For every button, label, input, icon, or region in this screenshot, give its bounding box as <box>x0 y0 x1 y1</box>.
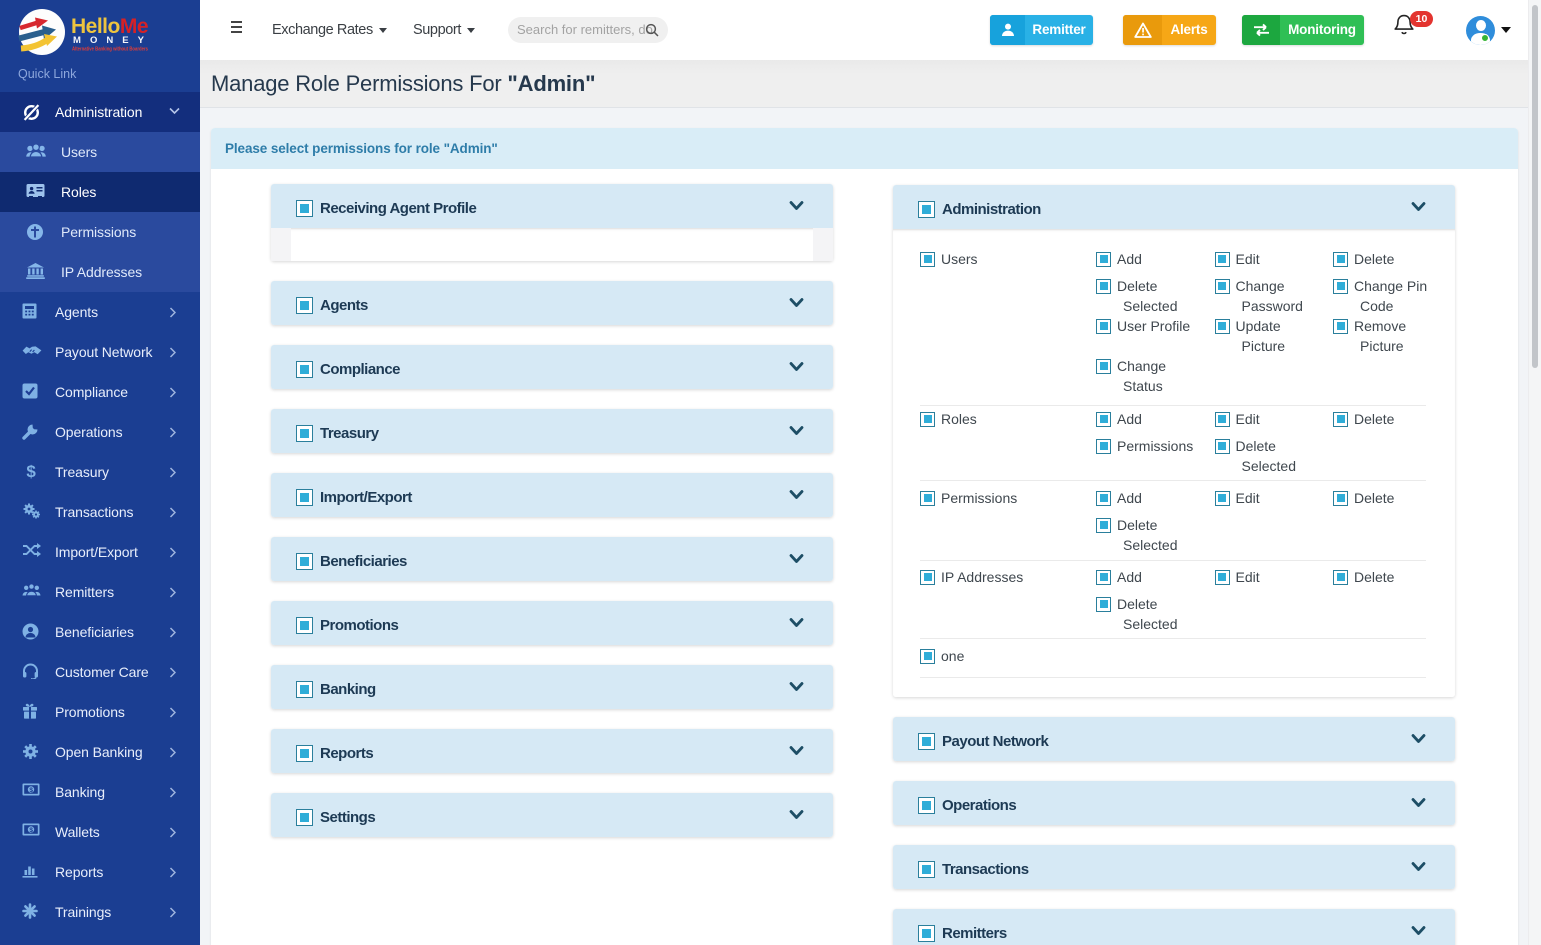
svg-text:MONEY: MONEY <box>73 35 145 46</box>
svg-text:Alternative Banking without Bo: Alternative Banking without Boarders <box>72 47 148 53</box>
svg-text:$: $ <box>29 787 33 794</box>
svg-text:$: $ <box>29 827 33 834</box>
svg-text:HelloMe: HelloMe <box>71 15 148 38</box>
